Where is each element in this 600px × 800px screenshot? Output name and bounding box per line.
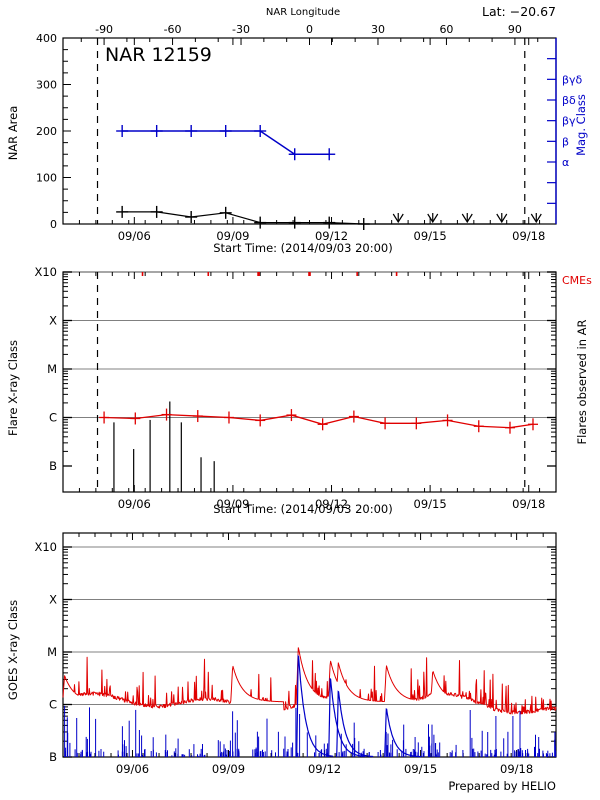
top-axis-tick-label: 0	[306, 23, 313, 36]
top-axis-tick-label: -60	[164, 23, 182, 36]
panel1-y-tick-label: 100	[36, 172, 57, 185]
panel1-magclass-label: β	[562, 135, 569, 148]
panel1-x-tick-label: 09/09	[216, 229, 249, 243]
top-axis-ticks: -90 -60 -30 0 30 60 90	[80, 23, 539, 45]
panel1-xlabel: Start Time: (2014/09/03 20:00)	[213, 241, 392, 255]
panel2-xlabel: Start Time: (2014/09/03 20:00)	[213, 502, 392, 516]
panel-goes-xray-class: B C M X X10 09/06 09/09 09/12 09/15 09/18	[34, 532, 557, 776]
goes-short-channel-event	[328, 677, 366, 758]
panel2-x-tick-label: 09/15	[414, 497, 447, 511]
panel1-title: NAR 12159	[105, 44, 212, 66]
panel2-y-tick-label: X	[49, 314, 57, 328]
panel1-x-tick-label: 09/06	[118, 229, 151, 243]
panel2-y-tick-label: M	[47, 362, 57, 376]
panel1-x-tick-label: 09/15	[414, 229, 447, 243]
panel1-x-tick-label: 09/12	[315, 229, 348, 243]
panel-nar-area: 0 100 200 300 400 αβ βγ βδ βγδ 09/06 09/09 09/12 09/…	[36, 32, 583, 243]
top-axis-tick-label: 90	[508, 23, 522, 36]
panel3-x-tick-label: 09/18	[500, 762, 533, 776]
panel3-y-tick-label: X	[49, 593, 57, 607]
top-axis-tick-label: 60	[439, 23, 453, 36]
panel2-x-tick-label: 09/18	[512, 497, 545, 511]
panel2-x-tick-label: 09/12	[315, 497, 348, 511]
panel2-ylabel: Flare X-ray Class	[6, 340, 20, 436]
panel1-y-tick-label: 400	[36, 32, 57, 45]
panel1-magclass-label: α	[562, 156, 569, 169]
panel2-y-tick-label: C	[49, 411, 57, 425]
panel2-x-tick-label: 09/06	[118, 497, 151, 511]
panel1-y-tick-label: 300	[36, 79, 57, 92]
panel1-y-tick-label: 200	[36, 125, 57, 138]
panel2-right-ylabel: Flares observed in AR	[575, 319, 589, 444]
cme-legend-label: CMEs	[562, 274, 592, 287]
panel1-magclass-label: βγδ	[562, 73, 583, 86]
panel3-y-tick-label: C	[49, 698, 57, 712]
top-axis-tick-label: 30	[371, 23, 385, 36]
panel2-y-tick-label: B	[49, 459, 57, 473]
panel1-x-tick-label: 09/18	[512, 229, 545, 243]
panel3-y-tick-label: M	[47, 645, 57, 659]
goes-short-channel-event	[336, 690, 374, 758]
goes-short-channel-event	[296, 654, 334, 758]
latitude-label: Lat: −20.67	[482, 4, 556, 19]
panel1-ylabel: NAR Area	[6, 106, 20, 161]
panel3-x-tick-label: 09/06	[116, 762, 149, 776]
top-axis-tick-label: -30	[232, 23, 250, 36]
panel1-magclass-label: βγ	[562, 115, 576, 128]
goes-short-channel-series	[64, 654, 557, 758]
top-axis-title: NAR Longitude	[266, 7, 340, 18]
panel-flare-xray-class: B C M X X10 09/06 09/09 09/12 09/15 09/18	[34, 265, 557, 511]
panel3-frame	[62, 532, 557, 758]
prepared-by-label: Prepared by HELIO	[448, 779, 556, 793]
panel3-y-tick-label: B	[49, 750, 57, 764]
panel3-x-tick-label: 09/12	[308, 762, 341, 776]
goes-long-channel-series	[62, 647, 557, 715]
panel2-y-tick-label: X10	[34, 265, 57, 279]
panel3-x-tick-label: 09/09	[212, 762, 245, 776]
panel2-x-tick-label: 09/09	[216, 497, 249, 511]
panel3-y-tick-label: X10	[34, 540, 57, 554]
panel1-y-tick-label: 0	[50, 218, 57, 231]
panel1-right-ylabel: Mag. Class	[574, 94, 588, 156]
top-axis-tick-label: -90	[95, 23, 113, 36]
goes-short-channel-event	[384, 708, 422, 758]
panel1-magclass-label: βδ	[562, 94, 576, 107]
panel3-x-tick-label: 09/15	[404, 762, 437, 776]
panel3-ylabel: GOES X-ray Class	[6, 600, 20, 700]
